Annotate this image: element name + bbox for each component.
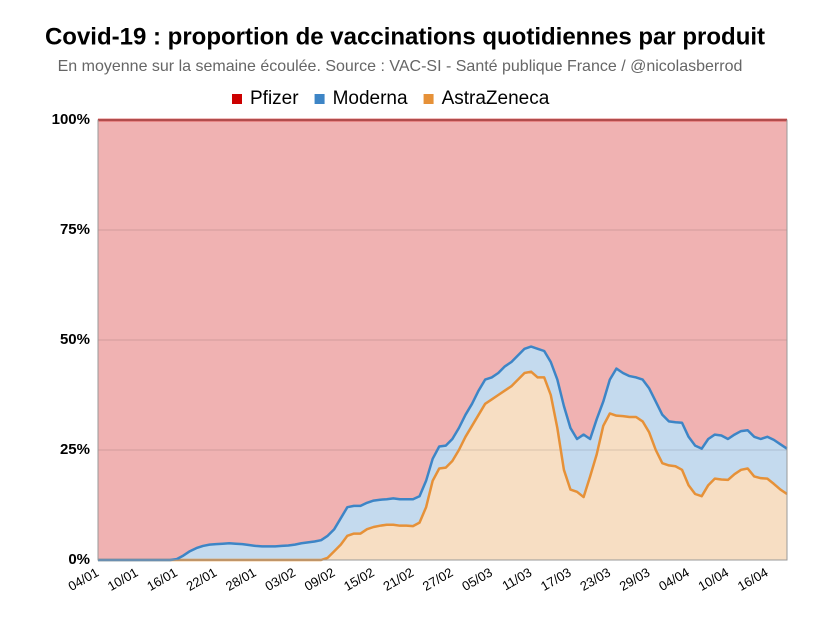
plot-border bbox=[97, 119, 788, 561]
x-tick-label: 28/01 bbox=[223, 565, 259, 594]
y-tick-label: 0% bbox=[68, 551, 90, 568]
x-tick-label: 03/02 bbox=[262, 565, 298, 594]
y-tick-label: 75% bbox=[60, 221, 90, 238]
legend-label: AstraZeneca bbox=[442, 88, 550, 109]
x-tick-label: 16/04 bbox=[735, 565, 771, 594]
x-tick-label: 29/03 bbox=[617, 565, 653, 594]
legend-label: Moderna bbox=[333, 88, 408, 109]
x-tick-label: 11/03 bbox=[499, 565, 534, 594]
area bbox=[98, 346, 787, 560]
x-tick-label: 21/02 bbox=[381, 565, 417, 594]
y-tick-label: 100% bbox=[52, 111, 90, 128]
y-tick-label: 50% bbox=[60, 331, 90, 348]
chart-subtitle: En moyenne sur la semaine écoulée. Sourc… bbox=[58, 58, 743, 75]
legend-label: Pfizer bbox=[250, 88, 299, 109]
x-tick-label: 10/01 bbox=[105, 565, 141, 594]
x-tick-label: 17/03 bbox=[538, 565, 574, 594]
chart-title: Covid-19 : proportion de vaccinations qu… bbox=[45, 23, 765, 50]
x-tick-label: 15/02 bbox=[341, 565, 377, 594]
x-tick-label: 27/02 bbox=[420, 565, 456, 594]
x-tick-label: 10/04 bbox=[695, 565, 731, 594]
x-tick-label: 23/03 bbox=[577, 565, 613, 594]
legend-swatch bbox=[314, 94, 325, 104]
legend-swatch bbox=[232, 94, 242, 104]
x-tick-label: 04/01 bbox=[66, 565, 102, 594]
series-line bbox=[98, 345, 788, 562]
area bbox=[98, 371, 787, 560]
x-tick-label: 04/04 bbox=[656, 565, 692, 594]
area bbox=[98, 120, 787, 560]
y-tick-label: 25% bbox=[60, 441, 90, 458]
x-tick-label: 09/02 bbox=[302, 565, 338, 594]
x-tick-label: 05/03 bbox=[459, 565, 495, 594]
legend-swatch bbox=[423, 94, 434, 104]
x-tick-label: 22/01 bbox=[184, 565, 220, 594]
x-tick-label: 16/01 bbox=[144, 565, 180, 594]
